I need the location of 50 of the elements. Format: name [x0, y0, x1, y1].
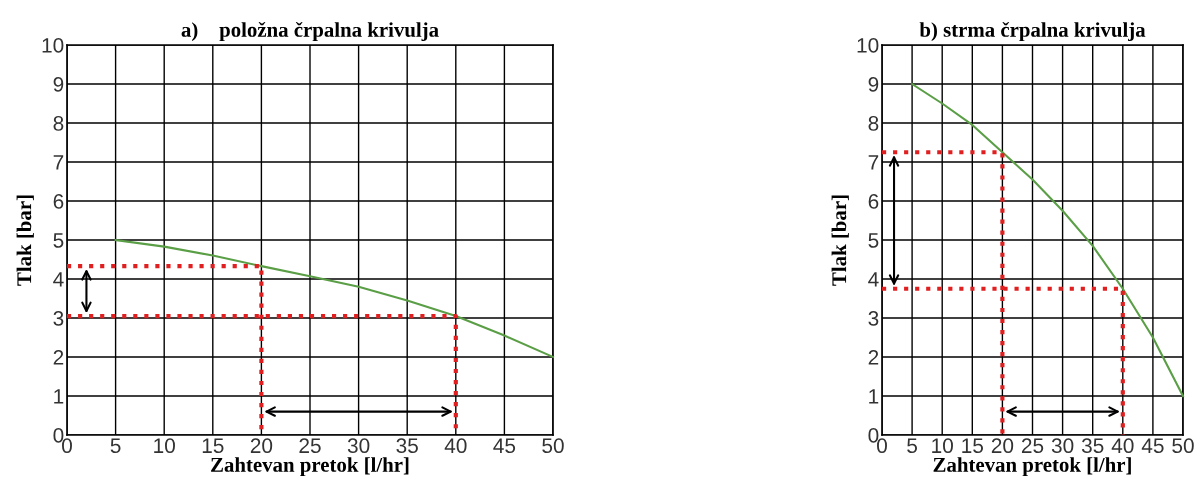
x-axis-title: Zahtevan pretok [l/hr] [211, 457, 409, 477]
y-tick-label: 10 [42, 38, 64, 53]
x-tick-label: 40 [444, 438, 467, 454]
line-series [911, 82, 1185, 398]
x-tick-label: 10 [932, 438, 953, 454]
x-tick-label: 15 [202, 438, 224, 454]
y-tick-label: 6 [53, 194, 64, 209]
x-tick-label: 25 [1021, 438, 1044, 454]
x-tick-label: 35 [396, 438, 418, 454]
x-tick-label: 30 [1051, 438, 1074, 454]
y-tick-label: 8 [868, 116, 879, 131]
x-tick-label: 50 [542, 438, 564, 454]
line-series [114, 238, 555, 359]
x-tick-label: 30 [347, 438, 370, 454]
chart-title: a) položna črpalna krivulja [181, 21, 439, 42]
y-tick-label: 4 [53, 272, 64, 287]
y-tick-label: 1 [54, 389, 64, 404]
x-tick-label: 45 [1141, 438, 1164, 454]
y-tick-label: 10 [857, 38, 879, 53]
y-tick-label: 0 [868, 428, 879, 443]
chart-title: b) strma črpalna krivulja [919, 21, 1146, 42]
x-tick-label: 50 [1172, 438, 1194, 454]
x-tick-label: 25 [299, 438, 321, 454]
y-tick-label: 1 [869, 389, 879, 404]
x-axis-title: Zahtevan pretok [l/hr] [933, 457, 1131, 477]
x-tick-label: 5 [907, 438, 918, 454]
y-tick-label: 7 [53, 155, 64, 170]
y-axis-title: Tlak [bar] [16, 195, 34, 286]
y-tick-label: 8 [53, 116, 64, 131]
x-tick-label: 20 [991, 438, 1014, 454]
x-tick-label: 10 [154, 438, 175, 454]
y-tick-label: 3 [868, 311, 879, 326]
y-tick-label: 6 [868, 194, 879, 209]
y-tick-label: 7 [868, 155, 879, 170]
y-tick-label: 5 [868, 233, 879, 248]
x-tick-label: 35 [1081, 438, 1104, 454]
y-tick-label: 4 [868, 272, 879, 287]
x-tick-label: 45 [493, 438, 516, 454]
x-tick-label: 20 [250, 438, 273, 454]
y-tick-label: 9 [868, 77, 879, 92]
x-tick-label: 5 [110, 438, 121, 454]
y-axis-title: Tlak [bar] [831, 195, 849, 286]
y-tick-label: 0 [53, 428, 64, 443]
y-tick-label: 3 [53, 311, 64, 326]
y-tick-label: 5 [53, 233, 64, 248]
x-tick-label: 40 [1111, 438, 1134, 454]
y-tick-label: 2 [868, 350, 879, 365]
x-tick-label: 15 [962, 438, 984, 454]
y-tick-label: 9 [53, 77, 64, 92]
y-tick-label: 2 [53, 350, 64, 365]
